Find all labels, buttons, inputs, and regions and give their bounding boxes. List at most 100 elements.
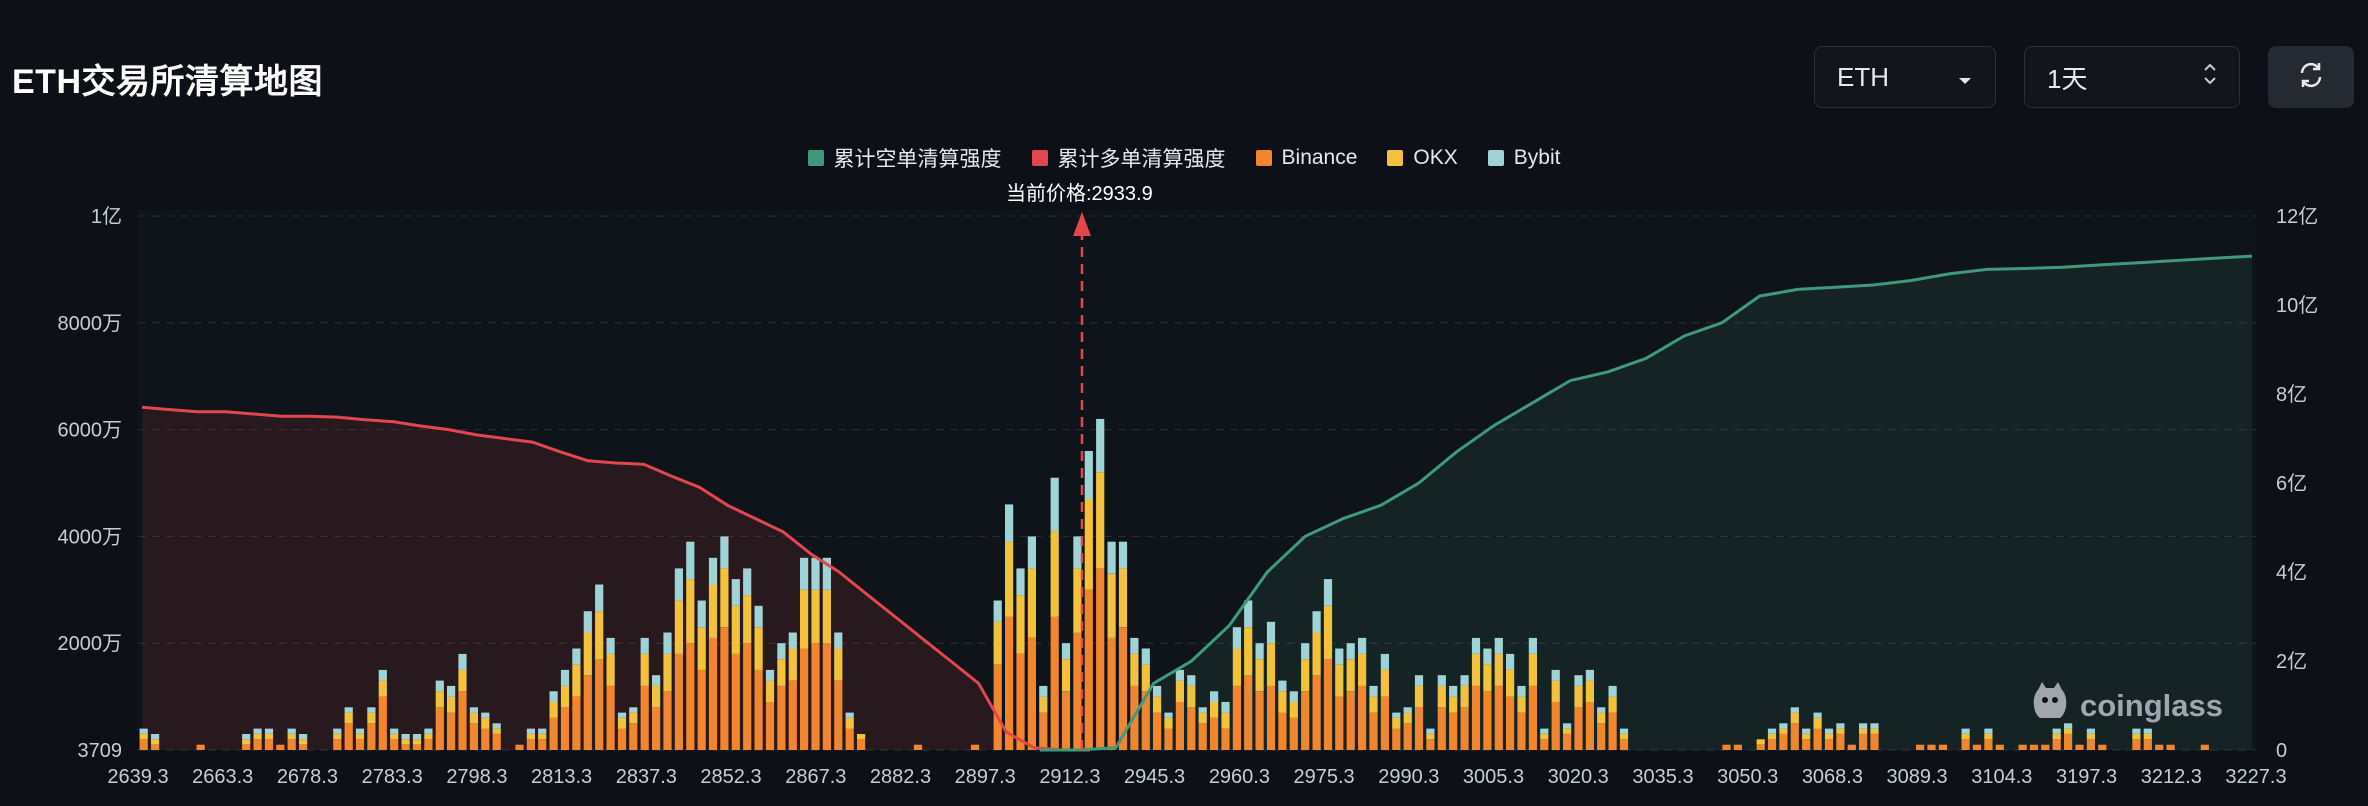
bar-segment-okx	[2064, 728, 2073, 734]
bar-segment-bybit	[2052, 728, 2061, 734]
bar-segment-binance	[1551, 701, 1560, 750]
bar-segment-bybit	[1870, 723, 1879, 729]
bar-segment-bybit	[1016, 568, 1025, 596]
bar-segment-binance	[1437, 707, 1446, 750]
bar-segment-okx	[1494, 653, 1503, 686]
bar-segment-okx	[1346, 659, 1355, 692]
bar-segment-bybit	[1312, 611, 1321, 633]
bar-segment-okx	[640, 653, 649, 686]
bar-segment-okx	[1130, 653, 1139, 686]
bar-segment-bybit	[1597, 707, 1606, 713]
bar-segment-okx	[1050, 531, 1059, 617]
bar-segment-binance	[412, 744, 422, 750]
bar-segment-binance	[1005, 616, 1014, 750]
bar-segment-binance	[1221, 728, 1230, 750]
legend-label: 累计空单清算强度	[833, 148, 1002, 171]
bar-segment-binance	[686, 643, 695, 750]
legend-item-short[interactable]: 累计空单清算强度	[807, 143, 1002, 173]
bar-segment-binance	[1984, 739, 1993, 750]
bar-segment-okx	[1426, 734, 1435, 740]
legend-item-long[interactable]: 累计多单清算强度	[1031, 143, 1226, 173]
bar-segment-bybit	[1175, 669, 1184, 681]
bar-segment-binance	[1938, 744, 1947, 750]
bar-segment-bybit	[1392, 712, 1401, 718]
bar-segment-bybit	[1210, 691, 1219, 702]
y-right-tick-label: 10亿	[2276, 294, 2318, 317]
bar-segment-bybit	[1494, 637, 1503, 654]
bar-segment-bybit	[1050, 477, 1059, 532]
bar-segment-binance	[1187, 707, 1196, 750]
bar-segment-binance	[845, 728, 854, 750]
bar-segment-bybit	[1460, 675, 1469, 686]
bar-segment-binance	[1528, 685, 1537, 750]
refresh-button[interactable]	[2268, 46, 2354, 108]
bar-segment-okx	[1221, 712, 1230, 729]
legend-label: Binance	[1281, 146, 1358, 169]
bar-segment-binance	[1756, 744, 1765, 750]
bar-segment-okx	[1824, 734, 1834, 740]
y-left-tick-label: 8000万	[58, 313, 123, 335]
bar-segment-bybit	[595, 584, 604, 612]
bar-segment-okx	[1483, 664, 1492, 692]
bar-segment-okx	[264, 734, 274, 740]
bar-segment-okx	[1506, 669, 1515, 697]
legend-label: 累计多单清算强度	[1057, 148, 1226, 171]
bar-segment-bybit	[2064, 723, 2073, 729]
bar-segment-okx	[1608, 696, 1617, 713]
bar-segment-binance	[1380, 696, 1389, 750]
bar-segment-okx	[1984, 734, 1993, 740]
bar-segment-okx	[1301, 659, 1310, 692]
x-tick-label: 2798.3	[446, 766, 507, 788]
bar-segment-bybit	[1061, 643, 1071, 660]
bar-segment-binance	[333, 739, 342, 750]
bar-segment-bybit	[1039, 685, 1048, 697]
bar-segment-bybit	[1859, 723, 1868, 729]
period-select[interactable]: 1天	[2024, 46, 2240, 108]
bar-segment-bybit	[1506, 653, 1515, 670]
bar-segment-bybit	[674, 568, 683, 601]
x-tick-label: 3104.3	[1971, 766, 2032, 788]
bar-segment-bybit	[2143, 728, 2152, 734]
bar-segment-binance	[606, 685, 615, 750]
long-cumulative-area	[142, 407, 1090, 750]
x-tick-label: 2897.3	[955, 766, 1016, 788]
bar-segment-okx	[1005, 541, 1014, 617]
bar-segment-binance	[2075, 744, 2084, 750]
bar-segment-okx	[1369, 696, 1378, 713]
x-tick-label: 2663.3	[192, 766, 253, 788]
bar-segment-binance	[1266, 685, 1276, 750]
x-tick-label: 3005.3	[1463, 766, 1524, 788]
bar-segment-bybit	[1141, 648, 1150, 665]
bar-segment-binance	[697, 669, 706, 750]
bar-segment-bybit	[731, 579, 740, 606]
legend-item-bybit[interactable]: Bybit	[1487, 143, 1560, 173]
bar-segment-binance	[1927, 744, 1936, 750]
bar-segment-okx	[139, 734, 148, 740]
bar-segment-bybit	[1118, 541, 1128, 569]
bar-segment-binance	[1836, 734, 1845, 750]
bar-segment-binance	[1483, 691, 1492, 750]
bar-segment-binance	[2018, 744, 2027, 750]
bar-segment-bybit	[845, 712, 854, 718]
bar-segment-binance	[1608, 712, 1617, 750]
legend-item-binance[interactable]: Binance	[1255, 143, 1358, 173]
x-tick-label: 2990.3	[1378, 766, 1439, 788]
bar-segment-bybit	[390, 728, 399, 734]
legend-item-okx[interactable]: OKX	[1387, 143, 1458, 173]
bar-segment-bybit	[1187, 675, 1196, 686]
bar-segment-binance	[2200, 744, 2209, 750]
bar-segment-binance	[822, 643, 831, 750]
bar-segment-okx	[1210, 701, 1219, 718]
bar-segment-okx	[2143, 734, 2152, 740]
bar-segment-bybit	[993, 600, 1002, 622]
coin-select[interactable]: ETH	[1814, 46, 1996, 108]
bar-segment-binance	[993, 664, 1002, 750]
bar-segment-okx	[481, 718, 490, 729]
bar-segment-okx	[1585, 680, 1594, 702]
bar-segment-okx	[1756, 739, 1765, 745]
bar-segment-bybit	[606, 637, 615, 654]
bar-segment-binance	[1506, 696, 1515, 750]
bar-segment-okx	[1551, 680, 1560, 702]
bar-segment-okx	[720, 568, 729, 628]
bar-segment-okx	[401, 739, 410, 745]
